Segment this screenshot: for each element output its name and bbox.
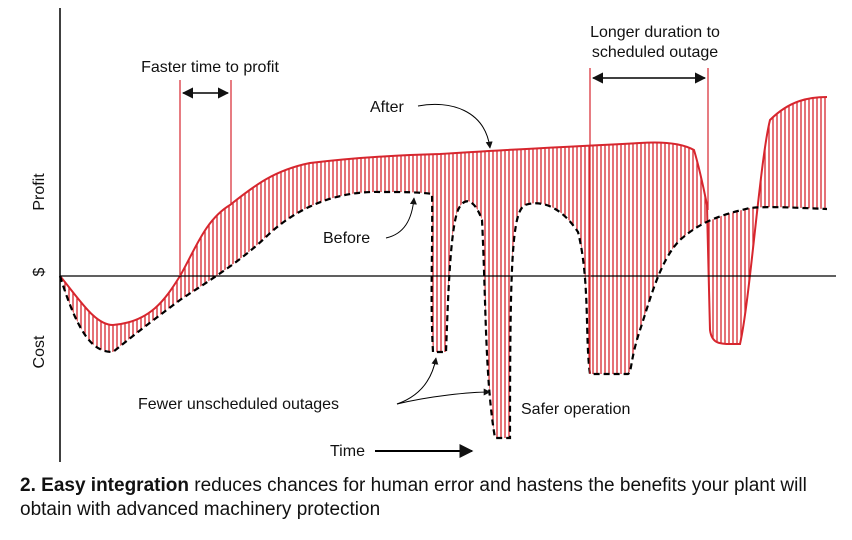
after-curve bbox=[59, 96, 828, 346]
fewer-outages-pointer-2 bbox=[396, 388, 491, 405]
faster-time-label: Faster time to profit bbox=[141, 59, 279, 76]
cost-axis-label: Cost bbox=[31, 335, 48, 368]
profit-cost-diagram: Profit $ Cost Time Faster time to profit… bbox=[31, 8, 836, 462]
figure-caption: 2. Easy integration reduces chances for … bbox=[20, 474, 840, 522]
before-pointer bbox=[385, 197, 417, 239]
time-label: Time bbox=[330, 443, 365, 460]
before-curve bbox=[58, 190, 828, 440]
safer-operation-label: Safer operation bbox=[521, 401, 630, 418]
caption-text: reduces chances for human error and hast… bbox=[20, 475, 807, 520]
before-label: Before bbox=[323, 230, 370, 247]
hatched-gain-area bbox=[60, 97, 827, 438]
after-label: After bbox=[370, 99, 404, 116]
after-pointer bbox=[417, 103, 493, 149]
caption-emphasis: Easy integration bbox=[41, 475, 189, 496]
longer-duration-label-line1: Longer duration to bbox=[590, 24, 720, 41]
caption-number: 2. bbox=[20, 475, 36, 496]
longer-duration-label-line2: scheduled outage bbox=[592, 44, 718, 61]
fewer-outages-pointer-1 bbox=[396, 357, 439, 405]
dollar-axis-label: $ bbox=[31, 267, 48, 276]
profit-axis-label: Profit bbox=[31, 173, 48, 211]
fewer-outages-label: Fewer unscheduled outages bbox=[138, 396, 339, 413]
